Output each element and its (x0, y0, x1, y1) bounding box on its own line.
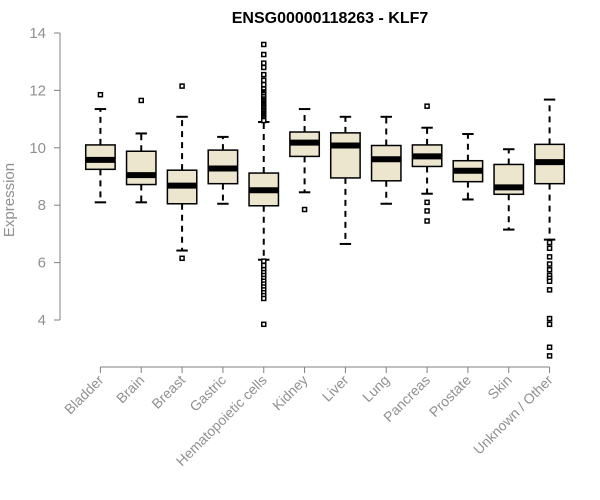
outlier-point (261, 258, 267, 264)
y-tick-label: 6 (38, 255, 46, 272)
y-tick-label: 12 (29, 82, 46, 99)
y-tick-label: 8 (38, 197, 46, 214)
outlier-point (261, 321, 267, 328)
outlier-point (546, 245, 553, 251)
x-tick-label: Bladder (61, 372, 107, 418)
outlier-point (179, 83, 185, 89)
outlier-point (261, 81, 267, 88)
x-tick-label: Brain (113, 372, 147, 406)
outlier-point (424, 218, 430, 224)
box-prostate (452, 133, 484, 201)
outlier-point (546, 267, 553, 273)
outlier-point (179, 255, 185, 262)
box-skin (493, 148, 525, 231)
x-tick-label: Breast (148, 372, 188, 412)
y-tick-label: 4 (38, 312, 46, 329)
box-brain (125, 97, 157, 204)
box-lung (370, 115, 402, 205)
iqr-box (370, 144, 402, 182)
outlier-point (546, 353, 553, 359)
x-tick-label: Skin (484, 372, 515, 403)
outlier-point (261, 64, 267, 71)
outlier-point (138, 97, 144, 104)
outlier-point (261, 71, 267, 78)
box-breast (166, 83, 198, 262)
x-tick-label: Prostate (426, 372, 474, 420)
outlier-point (261, 60, 267, 66)
outlier-point (546, 321, 553, 328)
outlier-point (546, 254, 553, 260)
outlier-point (261, 51, 267, 58)
box-hematopoietic-cells (248, 41, 280, 328)
y-tick-label: 10 (29, 140, 46, 157)
outlier-point (546, 278, 553, 285)
plot-area (84, 41, 566, 359)
outlier-point (546, 239, 553, 246)
box-kidney (289, 108, 321, 213)
y-axis-label: Expression (1, 163, 18, 237)
box-gastric (207, 135, 239, 205)
outlier-point (261, 262, 267, 269)
outlier-point (261, 77, 267, 84)
x-tick-label: Liver (319, 372, 352, 405)
outlier-point (261, 41, 267, 48)
box-pancreas (411, 103, 443, 224)
outlier-point (97, 91, 104, 98)
outlier-point (261, 117, 267, 124)
iqr-box (329, 132, 361, 179)
y-axis: 4 6 8 10 12 14 (29, 25, 61, 329)
outlier-point (546, 344, 553, 351)
x-tick-label: Lung (359, 372, 392, 405)
outlier-point (424, 199, 430, 206)
outlier-point (546, 261, 553, 267)
outlier-point (261, 295, 267, 302)
outlier-point (424, 103, 430, 109)
y-tick-label: 14 (29, 25, 46, 42)
chart-title: ENSG00000118263 - KLF7 (232, 10, 429, 27)
x-tick-label: Kidney (269, 372, 311, 414)
outlier-point (546, 315, 553, 322)
box-unknown-other (534, 98, 566, 359)
outlier-point (424, 208, 430, 214)
iqr-box (125, 150, 157, 186)
box-liver (329, 115, 361, 245)
box-bladder (84, 91, 116, 204)
outlier-point (546, 287, 553, 293)
outlier-point (301, 206, 308, 213)
